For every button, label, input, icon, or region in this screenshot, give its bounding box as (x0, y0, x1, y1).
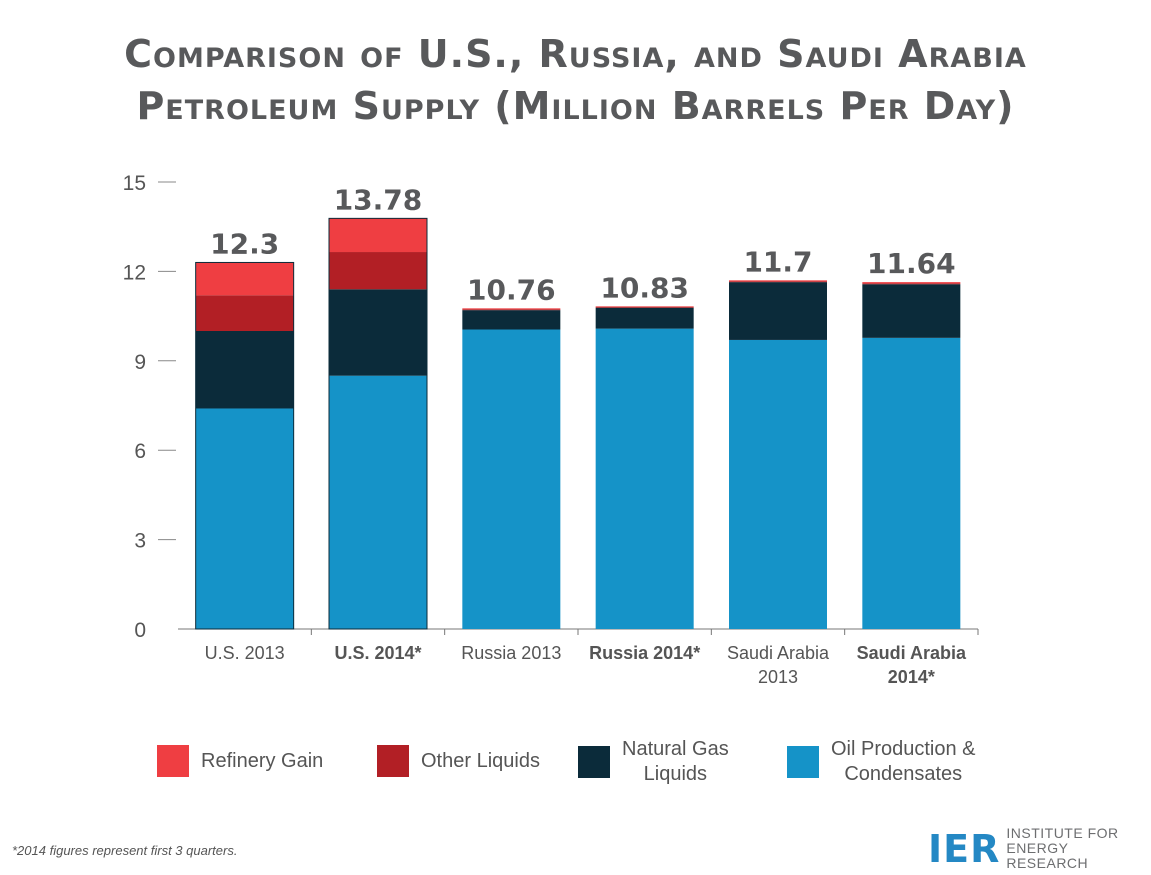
logo-text-line-2: ENERGY RESEARCH (1006, 840, 1089, 871)
bar-segment-refinery-gain (595, 306, 694, 307)
legend-swatch-refinery-gain (157, 745, 189, 777)
legend-swatch-oil-production (787, 746, 819, 778)
stacked-bar-chart: 0 3 6 9 12 15 12.3 U.S. 2013 13.78 U.S. 2014* 10.7… (123, 172, 979, 687)
bar-segment-refinery-gain (862, 282, 961, 284)
chart-title-line-1: Comparison of U.S., Russia, and Saudi Ar… (124, 32, 1027, 76)
bar-segment-natural-gas-liquids (595, 307, 694, 329)
legend-label: Natural Gas Liquids (622, 738, 729, 785)
x-category-label: Russia 2014* (589, 643, 700, 663)
bar-total-label: 11.7 (743, 245, 812, 278)
bar-total-label: 10.76 (467, 273, 556, 306)
ier-logo: IER INSTITUTE FOR ENERGY RESEARCH (928, 826, 1151, 871)
bar-segment-oil-production-condensates (862, 337, 961, 629)
bar-segment-natural-gas-liquids (729, 282, 827, 340)
x-category-label: Saudi Arabia 2013 (727, 643, 830, 687)
y-tick-label: 3 (134, 530, 146, 553)
bar-outline (328, 217, 428, 630)
bar-total-label: 11.64 (867, 247, 956, 280)
legend-label: Refinery Gain (201, 749, 324, 772)
bar-segment-natural-gas-liquids (195, 331, 294, 409)
bar-segment-other-liquids (195, 295, 294, 331)
y-tick-label: 12 (123, 261, 146, 284)
bar-segment-refinery-gain (462, 308, 561, 310)
bar-total-label: 13.78 (334, 183, 423, 216)
legend-swatch-natural-gas-liquids (578, 746, 610, 778)
legend-label: Oil Production & Condensates (831, 738, 976, 785)
bar-segment-refinery-gain (329, 218, 427, 253)
x-category-label: U.S. 2013 (205, 643, 285, 663)
chart-title-line-2: Petroleum Supply (Million Barrels Per Da… (136, 84, 1015, 128)
bar-segment-other-liquids (729, 281, 827, 283)
bar-segment-oil-production-condensates (195, 408, 294, 629)
bar-segment-other-liquids (462, 309, 561, 311)
bar-segment-natural-gas-liquids (862, 284, 961, 338)
x-category-label: Russia 2013 (461, 643, 561, 663)
x-category-label: U.S. 2014* (334, 643, 421, 663)
legend-item-natural-gas-liquids: Natural Gas Liquids (578, 737, 729, 787)
legend-label: Other Liquids (421, 749, 540, 772)
bar-segment-other-liquids (862, 283, 961, 285)
legend-swatch-other-liquids (377, 745, 409, 777)
bar-segment-oil-production-condensates (329, 375, 427, 629)
legend-item-oil-production: Oil Production & Condensates (787, 737, 976, 787)
bar-segment-other-liquids (329, 252, 427, 290)
logo-text: INSTITUTE FOR ENERGY RESEARCH (1006, 826, 1151, 871)
legend-item-other-liquids: Other Liquids (377, 745, 540, 777)
bar-outline (195, 261, 295, 630)
bar-segment-other-liquids (595, 306, 694, 308)
bar-segment-refinery-gain (729, 280, 827, 282)
bar-segment-oil-production-condensates (595, 328, 694, 629)
y-tick-label: 9 (134, 351, 146, 374)
y-tick-label: 6 (134, 440, 146, 463)
logo-text-line-1: INSTITUTE FOR (1006, 825, 1119, 841)
x-category-label: Saudi Arabia 2014* (857, 643, 967, 687)
y-tick-label: 0 (134, 619, 146, 642)
bar-segment-natural-gas-liquids (462, 310, 561, 330)
y-tick-label: 15 (123, 172, 146, 195)
bar-segment-oil-production-condensates (462, 329, 561, 629)
logo-mark: IER (928, 826, 1001, 871)
bar-segment-natural-gas-liquids (329, 289, 427, 376)
bar-total-label: 12.3 (210, 227, 279, 260)
bar-total-label: 10.83 (600, 271, 689, 304)
bar-segment-oil-production-condensates (729, 339, 827, 629)
bar-segment-refinery-gain (195, 262, 294, 296)
legend-item-refinery-gain: Refinery Gain (157, 745, 323, 777)
footnote: *2014 figures represent first 3 quarters… (12, 843, 238, 858)
